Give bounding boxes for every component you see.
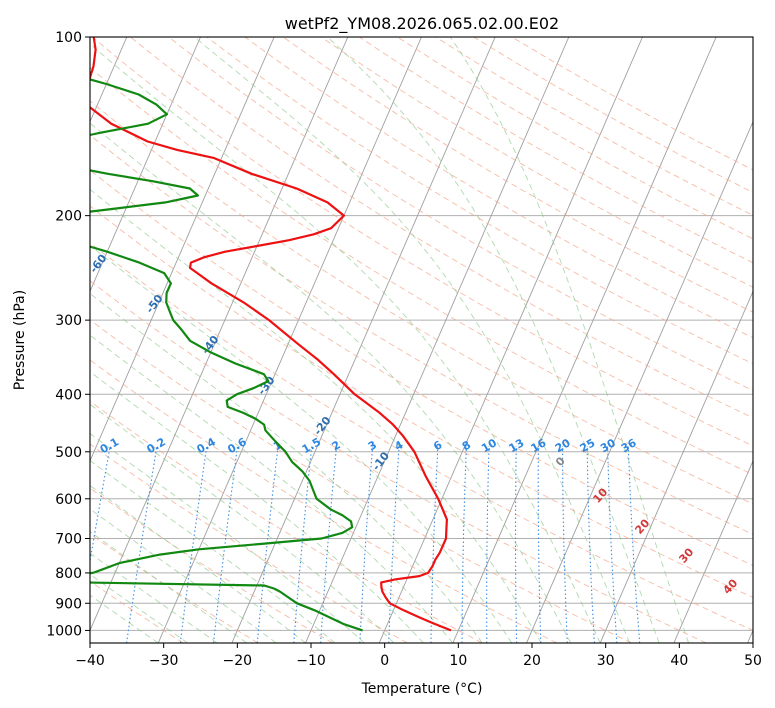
isotherm--40 [90, 37, 349, 632]
x-tick-label: −40 [75, 653, 105, 669]
moist-adiabat-38 [327, 37, 660, 643]
mixing-ratio-line-6 [430, 446, 439, 643]
isotherm-0 [378, 37, 643, 643]
x-tick-label: 40 [670, 653, 688, 669]
profile-series [90, 37, 452, 632]
mixing-ratio-line-13 [514, 446, 518, 643]
isotherm-20 [526, 120, 753, 643]
y-tick-label: 700 [55, 532, 82, 548]
dewpoint-line [90, 78, 363, 632]
chart-title: wetPf2_YM08.2026.065.02.00.E02 [285, 14, 559, 34]
moist-adiabat-10 [90, 334, 454, 643]
moist-adiabat-18 [90, 244, 513, 643]
mixing-ratio-line-0.2 [126, 446, 158, 643]
y-tick-label: 1000 [46, 623, 82, 639]
dry-adiabat-30 [90, 319, 632, 643]
x-tick-label: 30 [597, 653, 615, 669]
moist-adiabat-2 [90, 403, 395, 643]
mixing-ratio-line-16 [537, 446, 542, 643]
x-tick-label: 0 [380, 653, 389, 669]
dry-adiabat-160 [282, 37, 753, 313]
mixing-ratio-line-2 [320, 446, 338, 643]
moist-adiabat-34 [193, 37, 631, 643]
moist-adiabat-42 [450, 37, 690, 643]
moist-adiabat-26 [90, 122, 572, 643]
x-axis: −40 −30 −20 −10 0 10 20 30 40 50 [75, 643, 762, 669]
dry-adiabat-120 [130, 37, 753, 419]
y-axis-label: Pressure (hPa) [12, 290, 28, 390]
moist-adiabat-6 [90, 371, 424, 643]
x-tick-label: −30 [149, 653, 179, 669]
y-tick-label: 900 [55, 596, 82, 612]
y-tick-label: 400 [55, 387, 82, 403]
x-tick-label: −10 [296, 653, 326, 669]
mixing-ratio-line-1.5 [293, 446, 313, 643]
moist-adiabat--30 [90, 594, 159, 643]
plot-frame [89, 36, 754, 644]
mixing-ratio-line-8 [461, 446, 467, 643]
y-tick-label: 300 [55, 313, 82, 329]
mixing-ratio-line-20 [561, 446, 568, 643]
moist-adiabat--2 [90, 433, 365, 643]
moist-adiabat--10 [90, 485, 306, 643]
dry-adiabat--10 [90, 487, 333, 643]
x-tick-label: −20 [223, 653, 253, 669]
moist-adiabat--14 [90, 508, 277, 643]
moist-adiabat--26 [90, 573, 188, 643]
mixing-ratio-line-25 [586, 446, 595, 643]
y-tick-label: 100 [55, 30, 82, 46]
dry-adiabat-60 [90, 205, 753, 598]
moist-adiabat--22 [90, 552, 218, 643]
mixing-ratio-line-1 [256, 446, 279, 643]
grid-layer [90, 37, 753, 643]
y-tick-label: 600 [55, 492, 82, 508]
moist-adiabat--18 [90, 530, 247, 643]
moist-adiabat-14 [90, 292, 483, 643]
mixing-ratio-line-4 [388, 446, 400, 643]
isotherm-10 [452, 37, 717, 643]
mixing-ratio-line-10 [486, 446, 490, 643]
mixing-ratio-line-0.4 [179, 446, 208, 643]
mixing-ratio-line-30 [607, 446, 618, 643]
isotherm--50 [90, 37, 275, 463]
temperature-line [90, 37, 452, 632]
y-axis: 100 200 300 400 500 600 700 800 900 1000 [46, 30, 90, 639]
x-tick-label: 20 [523, 653, 541, 669]
dry-adiabat-20 [90, 359, 558, 643]
dry-adiabat-170 [320, 37, 753, 288]
y-tick-label: 200 [55, 209, 82, 225]
isotherm-30 [599, 290, 753, 643]
moist-adiabat-30 [90, 43, 601, 643]
dry-adiabat-140 [206, 37, 753, 365]
dry-adiabat-70 [90, 169, 753, 567]
mixing-ratio-line-3 [359, 446, 374, 643]
x-tick-label: 10 [449, 653, 467, 669]
dry-adiabat-0 [90, 443, 408, 643]
y-tick-label: 500 [55, 445, 82, 461]
dry-adiabat-50 [90, 242, 753, 631]
mixing-ratio-line-36 [627, 446, 641, 643]
dry-adiabat-40 [90, 280, 707, 643]
mixing-ratio-line-0.6 [212, 446, 239, 643]
isotherm--60 [90, 37, 201, 293]
x-tick-label: 50 [744, 653, 762, 669]
dry-adiabat-80 [90, 134, 753, 535]
isotherm--30 [157, 37, 422, 643]
dry-adiabat-130 [168, 37, 753, 392]
dry-adiabat-100 [90, 67, 753, 476]
dry-adiabat-90 [90, 100, 753, 505]
isotherm-40 [673, 459, 753, 643]
x-axis-label: Temperature (°C) [361, 681, 483, 697]
y-tick-label: 800 [55, 566, 82, 582]
